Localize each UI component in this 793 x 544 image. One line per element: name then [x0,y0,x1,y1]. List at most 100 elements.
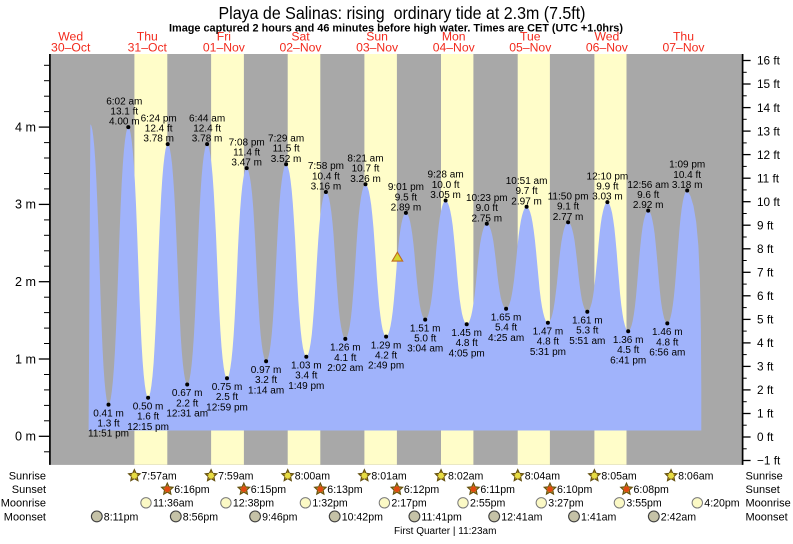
svg-text:6:13pm: 6:13pm [327,484,363,496]
svg-text:5:31 pm: 5:31 pm [530,347,566,358]
svg-text:Sun: Sun [366,30,388,44]
svg-text:01–Nov: 01–Nov [203,41,246,55]
svg-text:8:04am: 8:04am [525,471,561,483]
svg-text:1.51 m: 1.51 m [410,323,441,334]
svg-text:11.4 ft: 11.4 ft [233,148,260,159]
svg-text:3.18 m: 3.18 m [672,180,703,191]
svg-text:3.78 m: 3.78 m [192,134,223,145]
svg-text:5.0 ft: 5.0 ft [414,334,436,345]
svg-text:15 ft: 15 ft [757,77,781,91]
svg-text:6:44 am: 6:44 am [189,113,225,124]
svg-text:9.5 ft: 9.5 ft [395,192,417,203]
svg-text:Moonset: Moonset [4,511,46,523]
svg-text:11:41pm: 11:41pm [421,511,462,523]
svg-text:8:01am: 8:01am [371,471,407,483]
svg-text:8:11pm: 8:11pm [104,511,139,523]
svg-text:4 m: 4 m [15,120,36,134]
svg-text:4.8 ft: 4.8 ft [537,337,559,348]
svg-text:0.67 m: 0.67 m [172,388,203,399]
svg-text:Sunset: Sunset [12,484,46,496]
svg-text:5.4 ft: 5.4 ft [495,323,517,334]
svg-text:7 ft: 7 ft [757,266,774,280]
svg-text:9.7 ft: 9.7 ft [515,186,537,197]
svg-text:12:31 am: 12:31 am [166,409,208,420]
svg-text:1:49 pm: 1:49 pm [288,381,324,392]
svg-text:Mon: Mon [442,30,466,44]
svg-text:0 m: 0 m [15,430,36,444]
svg-text:Fri: Fri [217,30,231,44]
svg-text:12.4 ft: 12.4 ft [193,124,221,135]
svg-text:2.2 ft: 2.2 ft [176,398,198,409]
svg-text:0.75 m: 0.75 m [212,382,243,393]
svg-text:1.3 ft: 1.3 ft [97,419,119,430]
svg-text:16 ft: 16 ft [757,54,781,68]
svg-text:0.97 m: 0.97 m [251,365,282,376]
svg-text:8:21 am: 8:21 am [347,154,383,165]
svg-text:4:20pm: 4:20pm [704,498,740,510]
svg-text:9.0 ft: 9.0 ft [476,203,498,214]
svg-text:0.50 m: 0.50 m [133,401,164,412]
svg-text:0.41 m: 0.41 m [93,408,124,419]
svg-text:1.47 m: 1.47 m [533,326,564,337]
svg-text:6:56 am: 6:56 am [649,348,685,359]
svg-text:6:02 am: 6:02 am [106,96,142,107]
svg-text:6:15pm: 6:15pm [251,484,287,496]
svg-text:First Quarter | 11:23am: First Quarter | 11:23am [394,526,496,537]
svg-text:8:05am: 8:05am [601,471,637,483]
svg-text:3.03 m: 3.03 m [592,192,623,203]
svg-text:Sat: Sat [291,30,310,44]
svg-text:11:36am: 11:36am [153,498,194,510]
svg-text:4.2 ft: 4.2 ft [375,351,397,362]
svg-text:8:02am: 8:02am [448,471,484,483]
svg-text:30–Oct: 30–Oct [51,41,91,55]
svg-text:31–Oct: 31–Oct [128,41,168,55]
svg-text:4.8 ft: 4.8 ft [656,337,678,348]
svg-text:1.03 m: 1.03 m [291,360,322,371]
svg-text:03–Nov: 03–Nov [356,41,399,55]
svg-text:2:02 am: 2:02 am [327,363,363,374]
svg-text:04–Nov: 04–Nov [433,41,476,55]
svg-text:3 m: 3 m [15,198,36,212]
svg-text:10:51 am: 10:51 am [506,176,548,187]
svg-text:12 ft: 12 ft [757,148,781,162]
svg-text:9 ft: 9 ft [757,218,774,232]
svg-text:2.89 m: 2.89 m [391,203,422,214]
svg-text:10.0 ft: 10.0 ft [432,180,460,191]
svg-text:1.61 m: 1.61 m [572,316,603,327]
svg-text:2:55pm: 2:55pm [470,498,506,510]
svg-text:1:09 pm: 1:09 pm [669,160,705,171]
svg-text:8:00am: 8:00am [295,471,331,483]
svg-text:3.4 ft: 3.4 ft [295,371,317,382]
svg-text:1.29 m: 1.29 m [371,340,402,351]
svg-text:12:59 pm: 12:59 pm [206,402,248,413]
svg-text:2.77 m: 2.77 m [553,212,584,223]
svg-text:12:38pm: 12:38pm [233,498,274,510]
svg-text:3.05 m: 3.05 m [430,190,461,201]
svg-text:2:49 pm: 2:49 pm [368,361,404,372]
svg-text:4.5 ft: 4.5 ft [617,345,639,356]
svg-text:10 ft: 10 ft [757,195,781,209]
svg-text:13.1 ft: 13.1 ft [110,107,138,118]
svg-text:13 ft: 13 ft [757,124,781,138]
svg-text:2.97 m: 2.97 m [511,196,542,207]
svg-text:1 ft: 1 ft [757,407,774,421]
svg-text:4.1 ft: 4.1 ft [334,353,356,364]
svg-text:0 ft: 0 ft [757,430,774,444]
svg-text:−1 ft: −1 ft [757,454,781,468]
svg-text:Moonset: Moonset [746,511,788,523]
svg-text:3.52 m: 3.52 m [271,154,302,165]
svg-text:8:06am: 8:06am [678,471,714,483]
svg-text:4:25 am: 4:25 am [488,333,524,344]
svg-text:12:41am: 12:41am [501,511,542,523]
svg-text:6:16pm: 6:16pm [174,484,210,496]
svg-text:4 ft: 4 ft [757,336,774,350]
svg-text:3.26 m: 3.26 m [350,174,381,185]
svg-text:1.45 m: 1.45 m [451,328,482,339]
svg-text:6:41 pm: 6:41 pm [610,355,646,366]
svg-text:Thu: Thu [137,30,158,44]
svg-text:Image captured 2 hours and 46: Image captured 2 hours and 46 minutes be… [169,23,623,35]
svg-text:3.2 ft: 3.2 ft [255,375,277,386]
svg-text:1:41am: 1:41am [581,511,617,523]
svg-text:5:51 am: 5:51 am [569,336,605,347]
svg-text:11:51 pm: 11:51 pm [88,429,129,440]
